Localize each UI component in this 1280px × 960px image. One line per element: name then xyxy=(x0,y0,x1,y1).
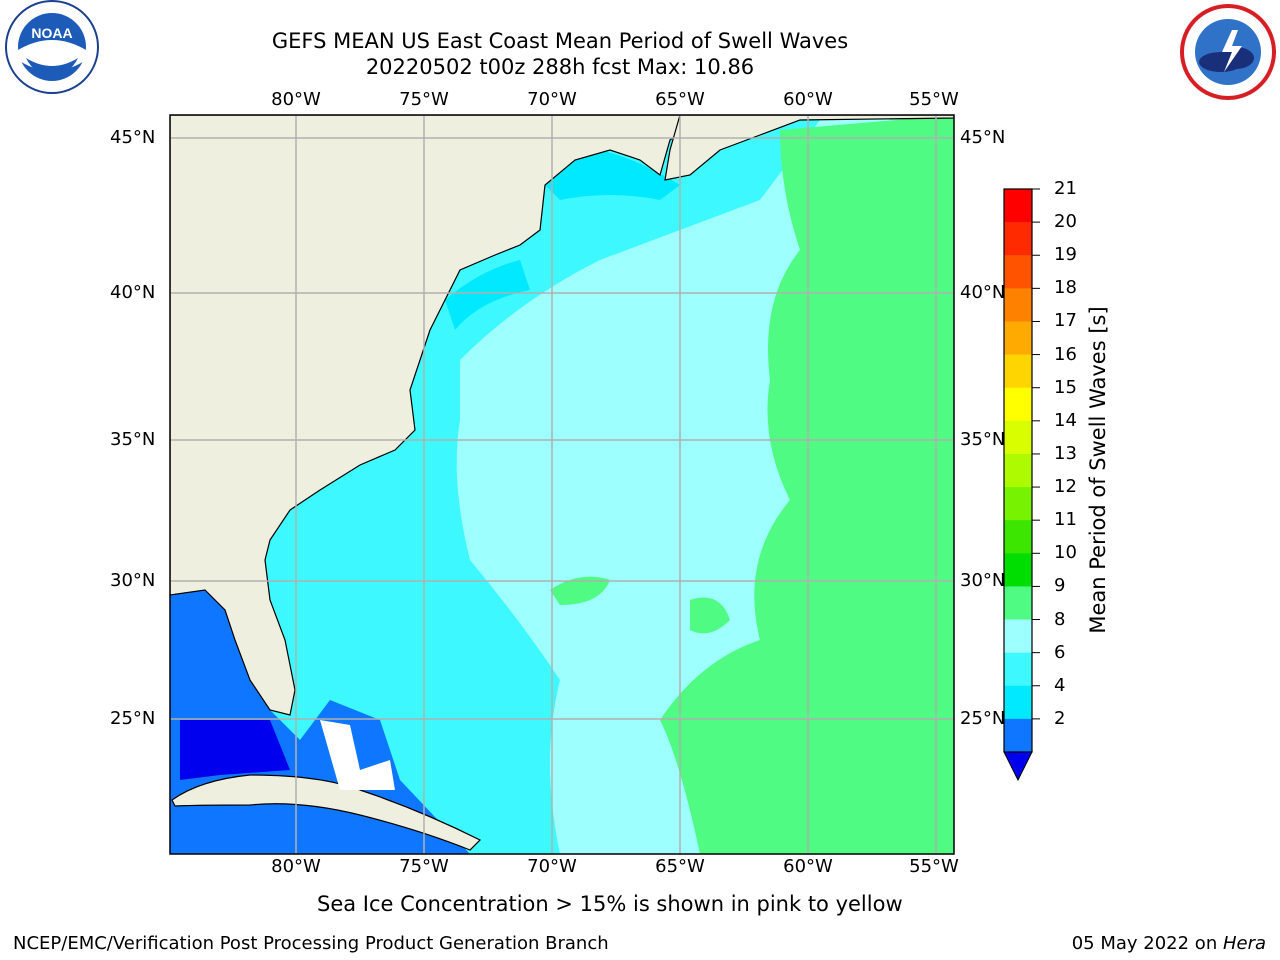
noaa-logo: NOAA xyxy=(5,0,99,94)
bahamas-white xyxy=(320,720,395,790)
lon-label-bottom: 75°W xyxy=(399,856,449,877)
colorbar-tick-label: 18 xyxy=(1054,277,1077,299)
lon-label-top: 65°W xyxy=(655,89,705,110)
chart-subtitle: 20220502 t00z 288h fcst Max: 10.86 xyxy=(365,55,755,79)
period-9-10-region xyxy=(660,115,954,854)
lon-label-bottom: 55°W xyxy=(909,856,959,877)
lon-label-bottom: 70°W xyxy=(527,856,577,877)
lon-label-top: 70°W xyxy=(527,89,577,110)
colorbar-tick-label: 20 xyxy=(1054,211,1077,233)
colorbar-tick-label: 4 xyxy=(1054,674,1066,696)
colorbar-tick-label: 10 xyxy=(1054,542,1077,564)
lat-label-left: 45°N xyxy=(110,127,156,148)
lat-label-left: 30°N xyxy=(110,570,156,591)
lat-label-right: 25°N xyxy=(960,708,1006,729)
gulf-under-range xyxy=(180,720,290,780)
footer-machine: Hera xyxy=(1222,933,1266,954)
noaa-logo-text: NOAA xyxy=(31,25,72,41)
colorbar-tick-label: 21 xyxy=(1054,178,1077,199)
north-america-land xyxy=(170,115,691,716)
colorbar-tick-label: 9 xyxy=(1054,575,1066,597)
lat-label-left: 35°N xyxy=(110,429,156,450)
sea-ice-note: Sea Ice Concentration > 15% is shown in … xyxy=(317,892,903,916)
footer-date-text: 05 May 2022 on xyxy=(1071,933,1223,954)
colorbar-tick-label: 2 xyxy=(1054,707,1066,729)
cuba-land xyxy=(171,774,482,851)
footer-date: 05 May 2022 on Hera xyxy=(1072,933,1266,954)
colorbar-tick-label: 19 xyxy=(1054,244,1077,266)
colorbar-tick-label: 15 xyxy=(1054,376,1077,398)
colorbar-title: Mean Period of Swell Waves [s] xyxy=(1086,306,1110,634)
lon-label-bottom: 80°W xyxy=(271,856,321,877)
map-frame xyxy=(169,114,955,855)
lat-label-right: 40°N xyxy=(960,282,1006,303)
lon-label-top: 55°W xyxy=(909,89,959,110)
graticule xyxy=(170,115,954,854)
coastal-strip-mid xyxy=(445,260,530,330)
colorbar-tick-label: 16 xyxy=(1054,343,1077,365)
colorbar-tick-label: 12 xyxy=(1054,476,1077,498)
svg-text:★ ★ ★: ★ ★ ★ xyxy=(1218,95,1237,102)
lat-label-right: 45°N xyxy=(960,127,1006,148)
colorbar-tick-label: 14 xyxy=(1054,409,1077,431)
colorbar-tick-label: 8 xyxy=(1054,608,1066,630)
lat-label-left: 40°N xyxy=(110,282,156,303)
period-9-10-patch xyxy=(550,576,610,605)
lon-label-top: 75°W xyxy=(399,89,449,110)
lat-label-left: 25°N xyxy=(110,708,156,729)
colorbar-tick-label: 13 xyxy=(1054,442,1077,464)
chart-title: GEFS MEAN US East Coast Mean Period of S… xyxy=(271,29,849,53)
period-9-10-patch xyxy=(690,597,730,634)
lon-label-top: 60°W xyxy=(783,89,833,110)
colorbar-tick-label: 6 xyxy=(1054,641,1066,663)
lat-label-right: 30°N xyxy=(960,570,1006,591)
lon-label-top: 80°W xyxy=(271,89,321,110)
lon-label-bottom: 60°W xyxy=(783,856,833,877)
footer-credit: NCEP/EMC/Verification Post Processing Pr… xyxy=(13,933,609,954)
lon-label-bottom: 65°W xyxy=(655,856,705,877)
lat-label-right: 35°N xyxy=(960,429,1006,450)
coastal-strip-north xyxy=(540,150,680,200)
nova-scotia-land xyxy=(664,115,954,181)
colorbar-tick-label: 11 xyxy=(1054,509,1077,531)
nws-logo: ★ ★ ★ xyxy=(1180,4,1276,102)
colorbar-tick-label: 17 xyxy=(1054,310,1077,332)
